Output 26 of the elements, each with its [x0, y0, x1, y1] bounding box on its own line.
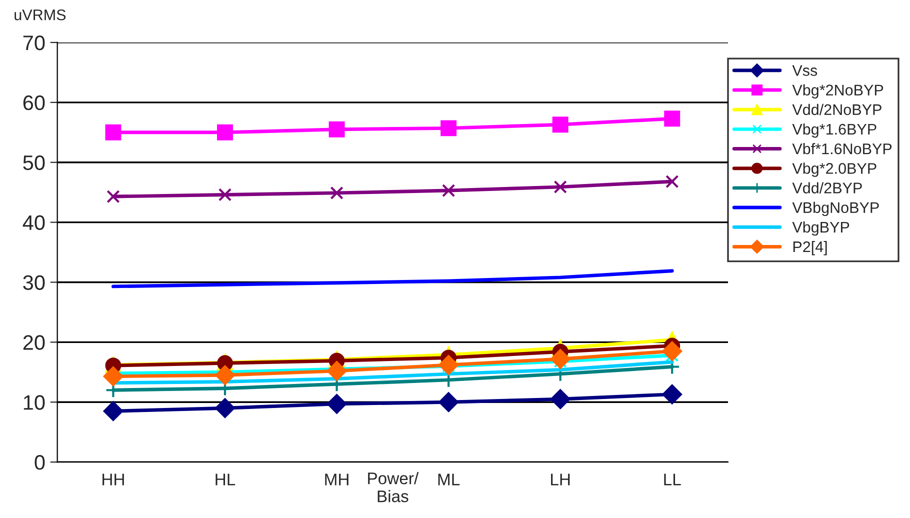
x-tick-label: HH: [102, 474, 124, 486]
legend-label: Vbg*2.0BYP: [792, 162, 876, 177]
legend-label: Vbg*2NoBYP: [792, 84, 884, 99]
legend-label: Vdd/2BYP: [792, 182, 862, 194]
legend-label: Vss: [792, 65, 818, 76]
y-axis-title: uVRMS: [14, 9, 66, 20]
y-tick-label: 40: [22, 215, 45, 230]
legend-label: Vbf*1.6NoBYP: [792, 143, 892, 154]
y-tick-label: 20: [23, 335, 45, 350]
x-tick-label: HL: [216, 474, 236, 486]
legend-label: Vbg*1.6BYP: [792, 123, 876, 138]
y-tick-label: 10: [24, 395, 45, 410]
y-tick-label: 70: [23, 35, 45, 50]
x-tick-label: ML: [438, 474, 460, 486]
legend-label: Vdd/2NoBYP: [792, 104, 882, 116]
legend-label: VBbgNoBYP: [792, 202, 879, 216]
y-tick-label: 60: [23, 95, 45, 110]
legend-label: P2[4]: [793, 240, 827, 256]
legend-label: VbgBYP: [792, 221, 850, 236]
y-tick-label: 50: [23, 155, 45, 170]
x-tick-label: MH: [325, 474, 348, 486]
y-tick-label: 0: [34, 455, 45, 470]
x-tick-label: LH: [551, 474, 570, 486]
x-tick-label: LL: [664, 474, 681, 486]
y-tick-label: 30: [23, 275, 45, 290]
x-axis-title: Power/ Bias: [368, 472, 419, 502]
